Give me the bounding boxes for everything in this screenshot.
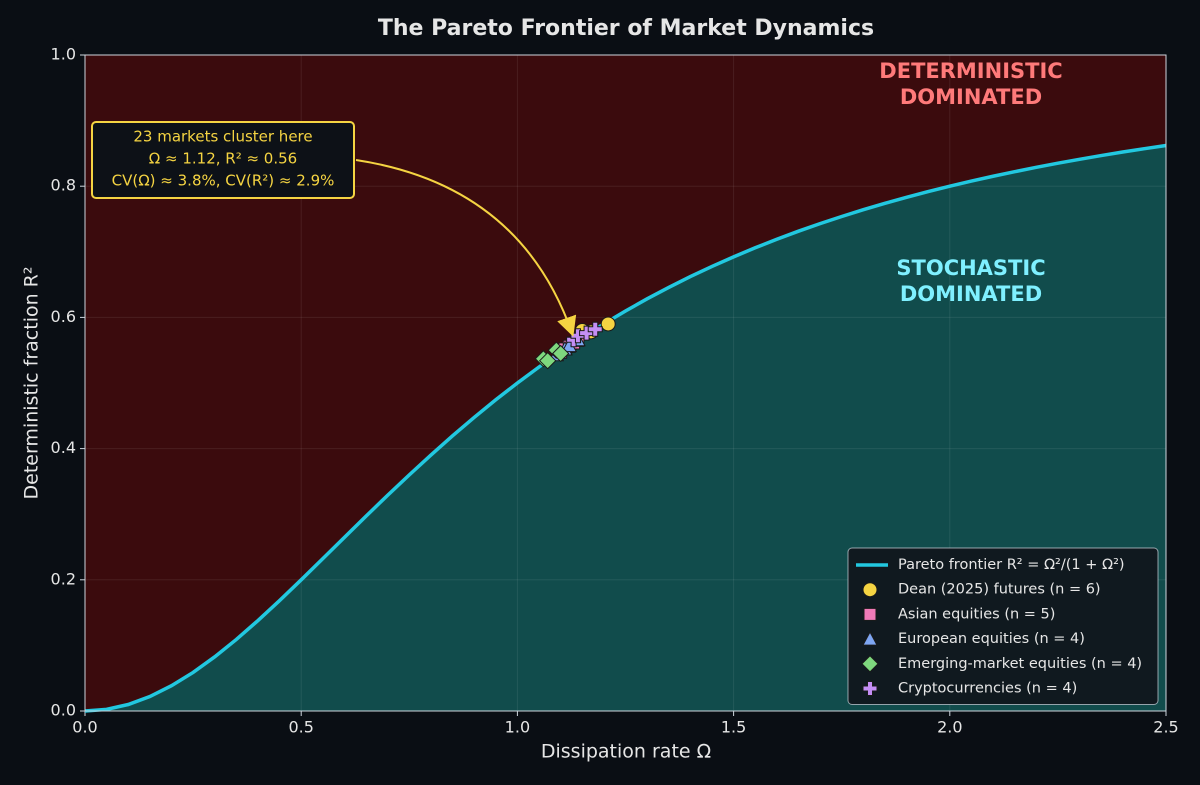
x-tick-label: 0.0 <box>72 718 97 737</box>
legend-label: Dean (2025) futures (n = 6) <box>898 582 1101 598</box>
chart-title: The Pareto Frontier of Market Dynamics <box>378 16 874 41</box>
legend: Pareto frontier R² = Ω²/(1 + Ω²) Dean (20… <box>847 547 1159 705</box>
y-tick-label: 0.4 <box>51 438 76 457</box>
annotation-box <box>91 121 355 199</box>
plot-frame <box>84 54 1167 712</box>
x-tick-label: 2.0 <box>937 718 962 737</box>
legend-marker <box>861 655 879 673</box>
x-tick-label: 2.5 <box>1153 718 1178 737</box>
x-axis-label: Dissipation rate Ω <box>541 741 711 763</box>
annotation-arrow <box>355 159 577 337</box>
y-tick-label: 0.6 <box>51 307 76 326</box>
point <box>600 316 616 332</box>
point <box>538 351 557 370</box>
y-axis-label: Deterministic fraction R² <box>21 266 43 499</box>
legend-label: Emerging-market equities (n = 4) <box>898 656 1142 672</box>
x-tick-label: 1.5 <box>721 718 746 737</box>
point <box>551 344 570 363</box>
y-tick-label: 0.8 <box>51 176 76 195</box>
legend-label: Cryptocurrencies (n = 4) <box>898 681 1077 697</box>
y-tick-label: 1.0 <box>51 45 76 64</box>
legend-marker <box>862 681 878 696</box>
region-label: DOMINATED <box>900 85 1042 109</box>
annotation-text: Ω ≈ 1.12, R² ≈ 0.56 <box>149 150 297 168</box>
region-label: DETERMINISTIC <box>879 59 1062 83</box>
point <box>587 321 603 337</box>
legend-label: European equities (n = 4) <box>898 631 1085 647</box>
legend-marker <box>863 607 877 621</box>
x-tick-label: 1.0 <box>505 718 530 737</box>
region-label: STOCHASTIC <box>896 256 1045 280</box>
legend-marker <box>862 582 878 598</box>
y-tick-label: 0.0 <box>51 701 76 720</box>
frontier-line <box>84 143 1167 713</box>
annotation-text: 23 markets cluster here <box>133 128 312 146</box>
x-tick-label: 0.5 <box>288 718 313 737</box>
annotation-text: CV(Ω) ≈ 3.8%, CV(R²) ≈ 2.9% <box>112 172 335 190</box>
y-tick-label: 0.2 <box>51 569 76 588</box>
legend-label: Asian equities (n = 5) <box>898 606 1055 622</box>
legend-marker <box>862 631 878 646</box>
region-label: DOMINATED <box>900 282 1042 306</box>
legend-label: Pareto frontier R² = Ω²/(1 + Ω²) <box>898 557 1125 573</box>
legend-box <box>847 547 1159 705</box>
